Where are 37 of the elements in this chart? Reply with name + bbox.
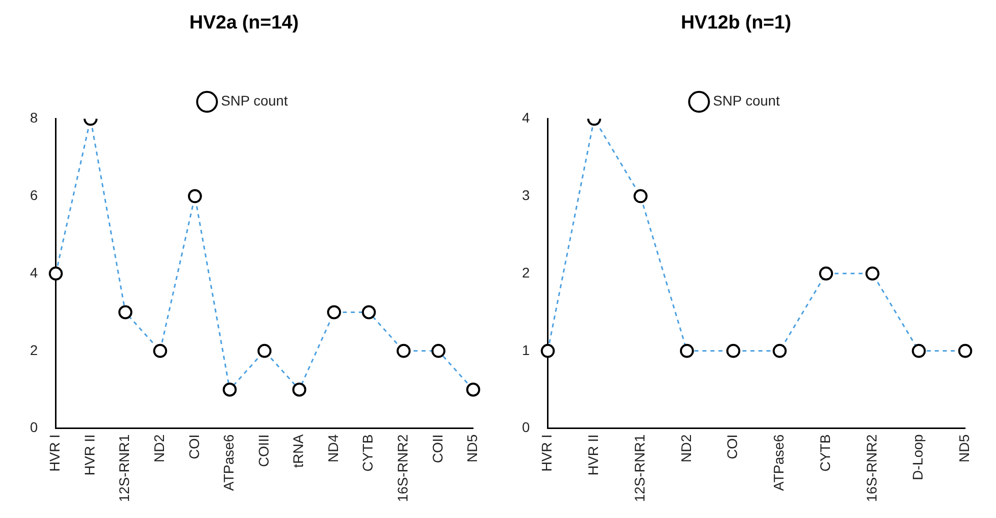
x-tick-label: tRNA (290, 434, 306, 468)
x-tick-label: ND2 (151, 434, 167, 462)
x-tick-label: 16S-RNR2 (863, 434, 880, 502)
y-tick-label: 3 (522, 187, 530, 204)
x-tick-label: CYTB (360, 434, 376, 472)
chart-title: HV12b (n=1) (680, 12, 792, 34)
y-tick-label: 1 (522, 342, 530, 358)
x-tick-label: HVR I (538, 434, 555, 472)
x-tick-label: ND4 (324, 434, 341, 462)
x-tick-label: ATPase6 (220, 434, 237, 491)
y-tick-label: 0 (30, 419, 38, 436)
y-tick-label: 2 (522, 264, 530, 280)
x-tick-label: COI (724, 434, 740, 460)
y-tick-label: 8 (30, 110, 38, 126)
legend-label: SNP count (221, 92, 288, 109)
x-tick-label: CYTB (816, 434, 833, 472)
x-tick-label: 12S-RNR1 (116, 434, 132, 502)
chart-title: HV2a (n=14) (189, 12, 299, 34)
y-tick-label: 0 (522, 419, 530, 436)
x-tick-label: ATPase6 (770, 434, 787, 491)
x-tick-label: 16S-RNR2 (394, 434, 410, 502)
y-tick-label: 4 (30, 264, 38, 280)
x-tick-label: COIII (255, 434, 272, 467)
y-tick-label: 2 (30, 342, 38, 358)
x-tick-label: HVR II (585, 434, 602, 476)
x-tick-label: ND2 (678, 434, 694, 462)
x-tick-label: ND5 (464, 434, 480, 462)
x-tick-label: D-Loop (910, 434, 926, 480)
x-tick-label: ND5 (956, 434, 972, 462)
legend-label: SNP count (713, 92, 780, 109)
y-tick-label: 6 (30, 187, 38, 204)
x-tick-label: 12S-RNR1 (631, 434, 648, 502)
y-tick-label: 4 (522, 110, 530, 126)
x-tick-label: HVR I (46, 434, 63, 472)
x-tick-label: COII (429, 434, 446, 464)
x-tick-label: HVR II (81, 434, 98, 476)
x-tick-label: COI (186, 434, 202, 460)
